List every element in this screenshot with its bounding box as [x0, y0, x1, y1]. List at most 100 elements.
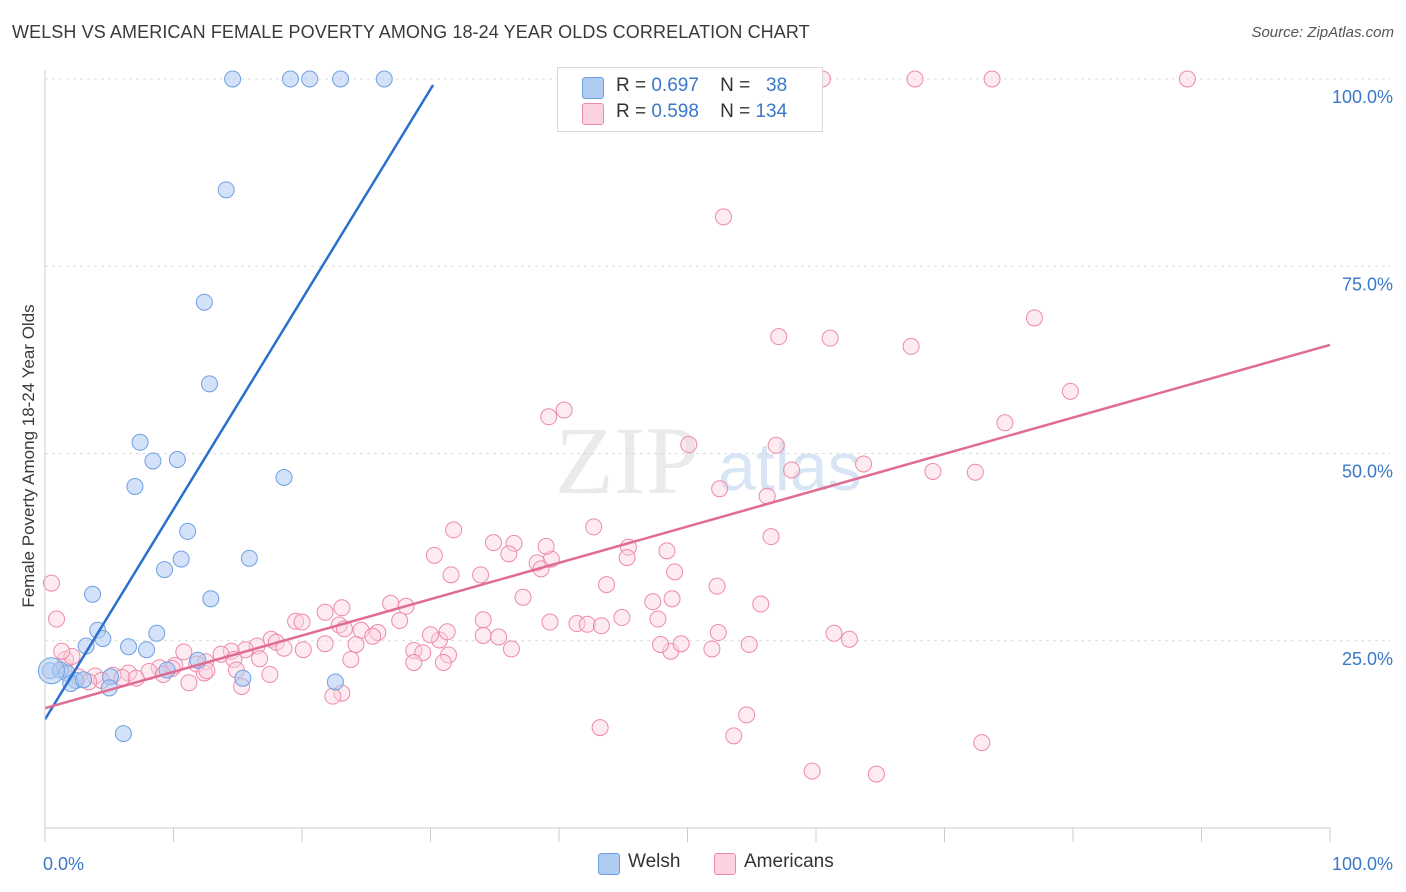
- americans-point: [555, 401, 573, 419]
- americans-point: [180, 674, 198, 692]
- axis-layer: 25.0% 50.0% 75.0% 100.0% 0.0% 100.0%: [43, 70, 1393, 874]
- legend-swatch-americans: [582, 103, 604, 125]
- americans-point: [425, 546, 443, 564]
- americans-point: [63, 647, 81, 665]
- legend-n-value: 134: [755, 101, 788, 122]
- americans-point: [438, 623, 456, 641]
- welsh-point: [179, 522, 197, 540]
- americans-point: [175, 643, 193, 661]
- americans-point: [505, 534, 523, 552]
- welsh-point: [75, 671, 93, 689]
- welsh-point: [144, 452, 162, 470]
- welsh-point: [301, 70, 319, 88]
- legend-r-value: 0.598: [651, 101, 699, 122]
- welsh-point: [332, 70, 350, 88]
- americans-point: [502, 640, 520, 658]
- americans-point: [738, 706, 756, 724]
- americans-point: [537, 537, 555, 555]
- americans-point: [618, 549, 636, 567]
- americans-point: [541, 613, 559, 631]
- americans-point: [474, 627, 492, 645]
- x-tick-label: 100.0%: [1332, 854, 1393, 874]
- americans-point: [442, 566, 460, 584]
- y-tick-label: 75.0%: [1342, 274, 1393, 294]
- americans-point: [709, 624, 727, 642]
- americans-point: [725, 727, 743, 745]
- americans-point: [42, 574, 60, 592]
- americans-point: [906, 70, 924, 88]
- americans-point: [474, 611, 492, 629]
- watermark-atlas: atlas: [718, 429, 862, 505]
- americans-point: [703, 640, 721, 658]
- welsh-point: [275, 468, 293, 486]
- americans-point: [490, 628, 508, 646]
- americans-point: [422, 626, 439, 644]
- legend-r-label: R =: [616, 101, 647, 122]
- bottom-legend-swatch-welsh: [598, 853, 620, 875]
- americans-trend-line: [44, 343, 1331, 710]
- americans-point: [342, 650, 360, 668]
- americans-point: [364, 627, 382, 645]
- welsh-point: [202, 590, 220, 608]
- americans-point: [708, 577, 726, 595]
- americans-point: [1061, 382, 1079, 400]
- americans-point: [434, 653, 452, 671]
- welsh-points: [37, 70, 393, 743]
- legend: R = 0.697 N = 38 R = 0.598 N = 134: [557, 67, 823, 132]
- americans-point: [316, 635, 334, 653]
- welsh-point: [281, 70, 299, 88]
- americans-point: [1178, 70, 1196, 88]
- welsh-point: [120, 638, 138, 656]
- bottom-legend-swatch-americans: [714, 853, 736, 875]
- americans-point: [445, 521, 463, 539]
- americans-point: [251, 650, 269, 668]
- americans-point: [333, 599, 351, 617]
- watermark: ZIP atlas: [555, 407, 862, 514]
- americans-point: [821, 329, 839, 347]
- welsh-point: [375, 70, 393, 88]
- americans-point: [666, 563, 684, 581]
- legend-r-value: 0.697: [651, 75, 699, 96]
- welsh-point: [126, 477, 144, 495]
- welsh-point: [240, 549, 258, 567]
- americans-point: [644, 593, 662, 611]
- americans-point: [649, 610, 667, 628]
- welsh-point: [114, 725, 132, 743]
- welsh-point: [224, 70, 242, 88]
- americans-point: [293, 613, 311, 631]
- americans-point: [261, 665, 279, 683]
- americans-point: [966, 463, 984, 481]
- americans-point: [663, 590, 681, 608]
- americans-point: [592, 617, 610, 635]
- legend-n-label: N =: [720, 101, 751, 122]
- americans-point: [762, 528, 780, 546]
- welsh-point: [138, 641, 156, 659]
- americans-point: [783, 461, 801, 479]
- americans-point: [53, 642, 71, 660]
- americans-point: [867, 765, 885, 783]
- welsh-point: [84, 585, 102, 603]
- welsh-point: [37, 657, 65, 685]
- americans-point: [658, 542, 676, 560]
- welsh-point: [148, 624, 166, 642]
- americans-point: [500, 545, 518, 563]
- americans-point: [752, 595, 770, 613]
- welsh-point: [168, 450, 186, 468]
- welsh-point: [234, 669, 252, 687]
- americans-point: [347, 635, 365, 653]
- americans-point: [287, 612, 305, 630]
- americans-point: [855, 455, 873, 473]
- americans-point: [711, 480, 729, 498]
- americans-point: [405, 653, 423, 671]
- americans-point: [391, 612, 409, 630]
- americans-point: [591, 719, 609, 737]
- americans-point: [585, 518, 603, 536]
- watermark-zip: ZIP: [555, 407, 699, 514]
- americans-point: [578, 615, 596, 633]
- americans-point: [294, 641, 312, 659]
- source-label: Source: ZipAtlas.com: [1251, 24, 1394, 41]
- americans-point: [540, 408, 558, 426]
- y-axis-label: Female Poverty Among 18-24 Year Olds: [19, 304, 38, 607]
- americans-point: [924, 462, 942, 480]
